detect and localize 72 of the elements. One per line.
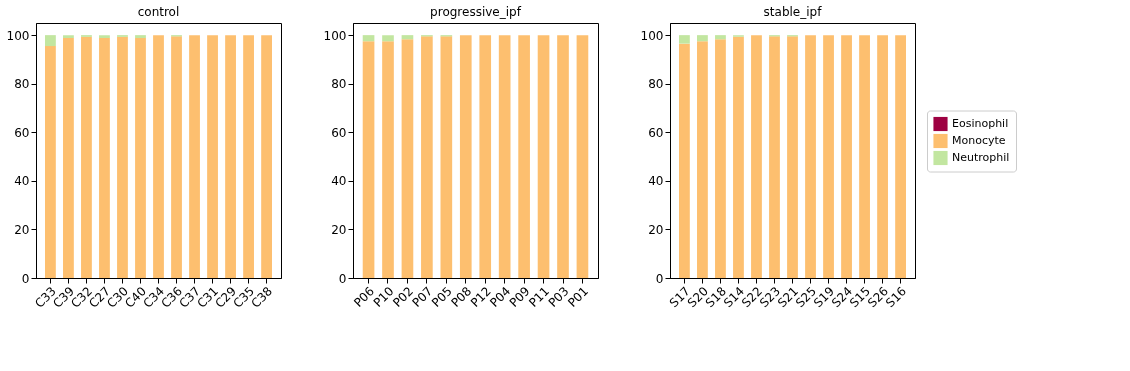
bar [440,36,453,278]
bar [225,35,236,278]
y-tick-label: 40 [331,174,347,189]
y-tick-label: 100 [323,28,347,43]
bar [518,35,530,278]
y-tick-label: 0 [655,271,664,286]
bar [81,36,92,278]
y-tick-label: 80 [331,77,347,92]
bar [895,35,906,278]
bar [362,41,375,278]
bar [243,35,254,278]
bar [99,35,110,39]
y-tick-label: 60 [648,125,664,140]
bar [117,36,128,278]
y-tick-label: 100 [6,28,30,43]
bar [99,38,110,278]
bar [787,36,798,278]
y-tick-label: 0 [338,271,347,286]
bar [498,35,511,278]
y-tick-label: 60 [331,125,347,140]
bar [45,46,56,278]
bar [751,35,762,278]
bar [382,35,394,42]
legend-label: Neutrophil [952,151,1010,164]
y-tick-label: 20 [14,222,30,237]
bar [877,35,888,278]
y-tick-label: 80 [648,77,664,92]
y-tick-label: 40 [648,174,664,189]
bar [362,35,375,42]
y-tick-label: 40 [14,174,30,189]
bar [715,35,726,40]
bar [557,35,569,278]
bar [459,35,472,278]
bar [171,36,182,278]
bar [135,38,146,278]
y-tick-label: 20 [331,222,347,237]
bar [401,39,414,278]
bar [63,35,74,39]
y-tick-label: 20 [648,222,664,237]
bar [733,36,744,278]
legend-label: Eosinophil [952,117,1009,130]
bar [859,35,870,278]
bar [697,35,708,42]
bar [479,35,492,278]
bar [679,35,690,44]
bar [697,41,708,278]
bar [537,35,550,278]
bar [421,36,433,278]
bar [135,35,146,39]
bar [715,39,726,278]
bar [679,43,690,278]
bar [823,35,834,278]
y-tick-label: 100 [640,28,664,43]
y-tick-label: 80 [14,77,30,92]
bar [207,35,218,278]
bar [382,41,394,278]
y-tick-label: 0 [21,271,30,286]
chart-title: stable_ipf [763,5,823,19]
bar [153,35,164,278]
bar [261,35,272,278]
bar [576,35,589,278]
bar [769,36,780,278]
bar [189,35,200,278]
bar [401,35,414,40]
legend-label: Monocyte [952,134,1006,147]
bar [63,38,74,278]
bar [805,35,816,278]
chart-title: progressive_ipf [430,5,522,19]
bar [45,35,56,47]
y-tick-label: 60 [14,125,30,140]
chart-title: control [137,5,180,19]
bar [841,35,852,278]
